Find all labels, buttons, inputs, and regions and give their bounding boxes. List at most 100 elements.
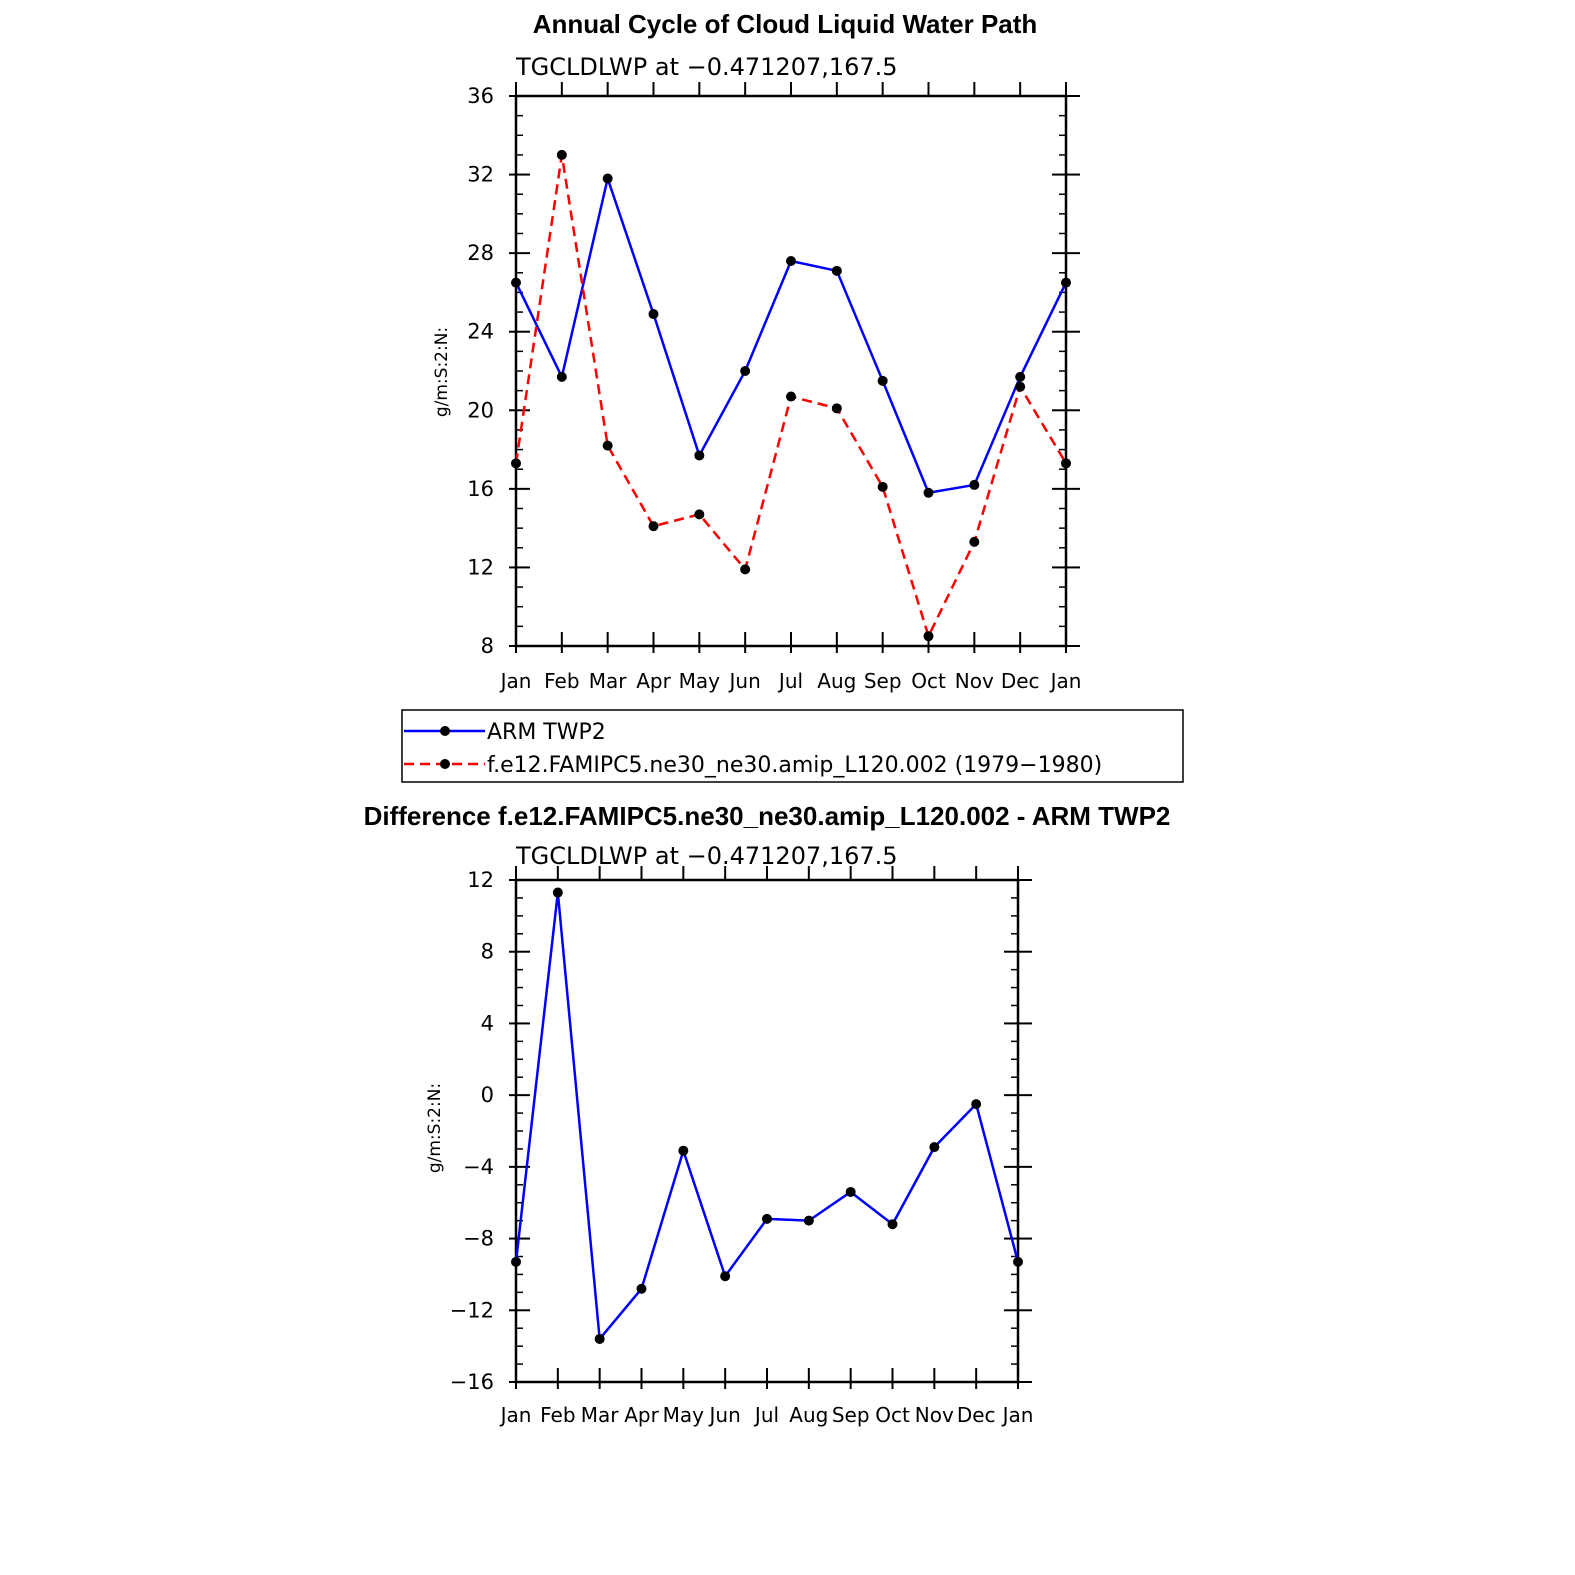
series-point-0 (594, 1333, 605, 1344)
x-tick-label: Sep (864, 669, 902, 693)
series-point-0 (511, 1256, 521, 1267)
x-tick-label: Sep (832, 1403, 870, 1427)
y-tick-label: 20 (467, 398, 494, 422)
bottom-chart-subtitle: TGCLDLWP at −0.471207,167.5 (515, 842, 898, 870)
x-tick-label: Aug (817, 669, 856, 693)
x-tick-label: Mar (581, 1403, 620, 1427)
series-point-0 (1013, 1256, 1023, 1267)
series-point-1 (786, 391, 796, 402)
series-point-0 (887, 1219, 898, 1230)
top-chart-subtitle: TGCLDLWP at −0.471207,167.5 (515, 53, 898, 81)
x-tick-label: Jan (1001, 1403, 1034, 1427)
series-point-0 (803, 1215, 814, 1226)
x-tick-label: Apr (636, 669, 671, 693)
x-tick-label: Oct (875, 1403, 910, 1427)
y-tick-label: 12 (467, 555, 494, 579)
bottom-chart-y-axis-label: g/m:S:2:N: (425, 1083, 445, 1173)
top-chart-y-axis-label: g/m:S:2:N: (432, 327, 452, 417)
x-tick-label: May (679, 669, 721, 693)
series-point-0 (929, 1142, 940, 1153)
legend: ARM TWP2 f.e12.FAMIPC5.ne30_ne30.amip_L1… (401, 709, 1184, 783)
x-tick-label: Jun (708, 1403, 741, 1427)
series-point-0 (636, 1283, 647, 1294)
x-tick-label: Aug (789, 1403, 828, 1427)
series-point-0 (678, 1145, 689, 1156)
series-point-1 (831, 403, 842, 414)
series-point-0 (720, 1271, 731, 1282)
series-point-0 (971, 1099, 982, 1110)
series-point-0 (552, 887, 563, 898)
series-point-0 (556, 371, 567, 382)
series-point-1 (1061, 458, 1071, 469)
y-tick-label: 4 (481, 1011, 494, 1035)
x-tick-label: Nov (915, 1403, 954, 1427)
series-point-1 (694, 509, 705, 520)
bottom-plot-area: −16 −12 −8 −4 0 4 8 12 Jan Feb Mar Apr May Jun Jul Aug S… (450, 866, 1034, 1427)
x-tick-label: Jan (1049, 669, 1082, 693)
series-point-1 (923, 631, 934, 642)
series-point-1 (556, 149, 567, 160)
series-point-0 (602, 173, 613, 184)
x-tick-label: Jul (777, 669, 803, 693)
series-line-0 (514, 177, 1068, 495)
series-point-1 (511, 458, 521, 469)
x-tick-label: Oct (911, 669, 946, 693)
y-tick-label: 24 (467, 320, 494, 344)
y-tick-label: 12 (467, 868, 494, 892)
series-point-0 (923, 487, 934, 498)
legend-label-arm: ARM TWP2 (487, 720, 606, 745)
y-tick-label: 16 (467, 477, 494, 501)
series-line-0 (514, 891, 1020, 1341)
y-tick-label: 28 (467, 241, 494, 265)
series-point-0 (877, 375, 888, 386)
x-tick-label: Dec (1001, 669, 1040, 693)
x-tick-label: Jan (499, 669, 532, 693)
series-point-0 (762, 1213, 772, 1224)
bottom-chart-title: Difference f.e12.FAMIPC5.ne30_ne30.amip_… (364, 801, 1171, 831)
x-tick-label: Apr (624, 1403, 659, 1427)
y-tick-label: 32 (467, 163, 494, 187)
x-tick-label: Feb (544, 669, 579, 693)
legend-marker-model (440, 759, 450, 769)
x-tick-label: Nov (955, 669, 994, 693)
plot-frame (514, 94, 1068, 648)
legend-box (401, 709, 1184, 783)
x-tick-label: Feb (540, 1403, 575, 1427)
legend-label-model: f.e12.FAMIPC5.ne30_ne30.amip_L120.002 (1… (487, 753, 1102, 778)
series-point-1 (969, 536, 980, 547)
series-point-0 (740, 366, 751, 376)
series-point-1 (740, 564, 751, 575)
y-tick-label: 8 (481, 634, 494, 658)
series-point-0 (969, 479, 980, 490)
series-point-0 (648, 309, 659, 320)
x-tick-label: Jul (753, 1403, 779, 1427)
x-tick-label: May (663, 1403, 705, 1427)
y-tick-label: 8 (481, 940, 494, 964)
series-point-1 (648, 521, 659, 532)
series-point-1 (602, 440, 613, 451)
series-point-0 (845, 1186, 856, 1197)
series-point-1 (877, 481, 888, 492)
series-point-1 (1015, 381, 1026, 392)
bottom-chart: Difference f.e12.FAMIPC5.ne30_ne30.amip_… (364, 801, 1171, 1427)
x-tick-label: Mar (589, 669, 628, 693)
x-tick-label: Jan (499, 1403, 532, 1427)
top-chart: Annual Cycle of Cloud Liquid Water Path … (432, 9, 1081, 693)
y-tick-label: −8 (463, 1227, 494, 1251)
legend-marker-arm (440, 726, 450, 736)
y-tick-label: −16 (450, 1370, 494, 1394)
y-tick-label: 0 (481, 1083, 494, 1107)
top-chart-title: Annual Cycle of Cloud Liquid Water Path (533, 9, 1038, 39)
series-point-0 (1015, 371, 1026, 382)
x-tick-label: Dec (957, 1403, 996, 1427)
y-tick-label: −4 (463, 1155, 494, 1179)
top-plot-area: 8 12 16 20 24 28 32 36 Jan Feb Mar Apr May Jun Jul Aug S… (467, 82, 1081, 693)
series-point-0 (511, 277, 521, 288)
y-tick-label: −12 (450, 1298, 494, 1322)
series-point-0 (1061, 277, 1071, 288)
plot-frame (514, 878, 1020, 1384)
x-tick-label: Jun (728, 669, 761, 693)
series-point-0 (694, 450, 705, 461)
series-point-0 (831, 265, 842, 276)
